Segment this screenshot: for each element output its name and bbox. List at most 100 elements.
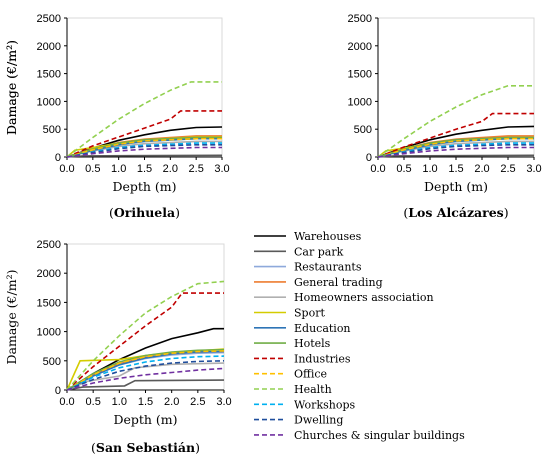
legend-item-hotels: Hotels xyxy=(254,337,331,350)
caption-close: ) xyxy=(195,440,200,455)
caption-close: ) xyxy=(504,205,509,220)
y-tick-label: 1000 xyxy=(37,327,61,339)
x-axis-label: Depth (m) xyxy=(113,412,177,427)
y-tick-label: 1500 xyxy=(37,297,61,309)
series-line-hotels xyxy=(66,348,225,391)
x-tick-label: 0.5 xyxy=(85,163,100,175)
x-tick-label: 0.0 xyxy=(59,396,74,408)
x-tick-label: 0.5 xyxy=(396,163,411,175)
series-line-industries xyxy=(66,292,224,391)
legend-item-health: Health xyxy=(254,383,332,396)
legend-item-education: Education xyxy=(254,322,351,335)
x-tick-label: 2.5 xyxy=(189,163,204,175)
legend-item-sport: Sport xyxy=(254,307,325,320)
y-tick-label: 2000 xyxy=(348,41,372,53)
y-tick-label: 2000 xyxy=(37,41,61,53)
legend-label: Car park xyxy=(294,245,344,258)
y-tick-label: 2500 xyxy=(37,239,61,251)
x-tick-label: 3.0 xyxy=(216,396,231,408)
series-line-dwelling xyxy=(377,144,534,158)
x-tick-label: 1.5 xyxy=(448,163,463,175)
legend: Warehouses Car park Restaurants General tra… xyxy=(254,230,465,442)
chart-caption: (Orihuela) xyxy=(109,205,180,220)
legend-label: Industries xyxy=(294,352,351,365)
series-line-health xyxy=(66,280,225,391)
legend-item-churches-singular-buildings: Churches & singular buildings xyxy=(254,429,465,442)
y-tick-label: 500 xyxy=(43,356,61,368)
x-tick-label: 0.5 xyxy=(86,396,101,408)
series-line-workshops xyxy=(66,355,225,391)
y-tick-label: 1000 xyxy=(37,96,61,108)
legend-item-workshops: Workshops xyxy=(254,398,355,411)
legend-item-office: Office xyxy=(254,368,327,381)
legend-label: Hotels xyxy=(294,337,331,350)
y-axis-label: Damage (€/m²) xyxy=(4,270,19,365)
legend-item-general-trading: General trading xyxy=(254,276,383,289)
x-axis-label: Depth (m) xyxy=(112,179,176,194)
x-tick-label: 2.0 xyxy=(163,163,178,175)
x-tick-label: 1.5 xyxy=(138,396,153,408)
caption-city-name: San Sebastián xyxy=(96,440,195,455)
x-tick-label: 1.0 xyxy=(112,396,127,408)
legend-item-restaurants: Restaurants xyxy=(254,261,362,274)
legend-label: General trading xyxy=(294,276,383,289)
x-tick-label: 1.5 xyxy=(137,163,152,175)
legend-label: Office xyxy=(294,368,327,381)
legend-label: Warehouses xyxy=(294,230,362,243)
series-line-health xyxy=(377,85,534,158)
caption-open: ( xyxy=(109,205,114,220)
x-tick-label: 0.0 xyxy=(59,163,74,175)
series-line-workshops xyxy=(377,142,534,158)
series-line-office xyxy=(377,137,534,158)
chart-san-sebastian: 0 500 1000 1500 2000 2500 0.0 0.5 1.0 1.5 2.0 2.5 3.… xyxy=(4,239,232,455)
y-tick-label: 0 xyxy=(366,152,372,164)
y-tick-label: 0 xyxy=(55,152,61,164)
caption-open: ( xyxy=(403,205,408,220)
caption-open: ( xyxy=(91,440,96,455)
legend-label: Health xyxy=(294,383,332,396)
y-tick-label: 2500 xyxy=(37,13,61,25)
legend-item-warehouses: Warehouses xyxy=(254,230,362,243)
legend-label: Sport xyxy=(294,307,325,320)
series-line-office xyxy=(66,137,222,158)
y-tick-label: 1500 xyxy=(348,69,372,81)
x-tick-label: 1.0 xyxy=(111,163,126,175)
caption-city-name: Orihuela xyxy=(114,205,175,220)
legend-label: Education xyxy=(294,322,351,335)
legend-item-industries: Industries xyxy=(254,352,351,365)
caption-close: ) xyxy=(175,205,180,220)
series-line-dwelling xyxy=(66,360,225,391)
series-line-churches-singular-buildings xyxy=(66,367,225,391)
y-tick-label: 2500 xyxy=(348,13,372,25)
legend-label: Restaurants xyxy=(294,261,362,274)
legend-item-car-park: Car park xyxy=(254,245,344,258)
series-line-churches-singular-buildings xyxy=(377,146,534,158)
series-line-churches-singular-buildings xyxy=(66,146,222,158)
legend-item-homeowners-association: Homeowners association xyxy=(254,291,434,304)
series-line-workshops xyxy=(66,142,222,158)
caption-city-name: Los Alcázares xyxy=(408,205,503,220)
x-tick-label: 2.5 xyxy=(190,396,205,408)
legend-item-dwelling: Dwelling xyxy=(254,414,343,427)
y-tick-label: 0 xyxy=(55,385,61,397)
series-line-car-park xyxy=(377,154,535,158)
series-line-hotels xyxy=(377,136,534,158)
series-line-industries xyxy=(377,112,534,158)
chart-caption: (Los Alcázares) xyxy=(403,205,508,220)
y-tick-label: 500 xyxy=(354,124,372,136)
series-line-dwelling xyxy=(66,144,222,158)
y-tick-label: 2000 xyxy=(37,268,61,280)
series-line-office xyxy=(66,350,225,391)
chart-los-alcazares: 0 500 1000 1500 2000 2500 0.0 0.5 1.0 1.5 2.0 2.5 3.… xyxy=(4,13,542,220)
x-axis-label: Depth (m) xyxy=(424,179,488,194)
chart-caption: (San Sebastián) xyxy=(91,440,200,455)
series-line-car-park xyxy=(66,154,223,158)
x-tick-label: 3.0 xyxy=(526,163,541,175)
y-tick-label: 1500 xyxy=(37,69,61,81)
chart-orihuela: 0 500 1000 1500 2000 2500 0.0 0.5 1.0 1.5 2.0 2.5 3.… xyxy=(4,13,230,220)
series-line-hotels xyxy=(66,136,222,158)
x-tick-label: 1.0 xyxy=(422,163,437,175)
legend-label: Workshops xyxy=(294,398,355,411)
series-line-car-park xyxy=(66,379,225,391)
